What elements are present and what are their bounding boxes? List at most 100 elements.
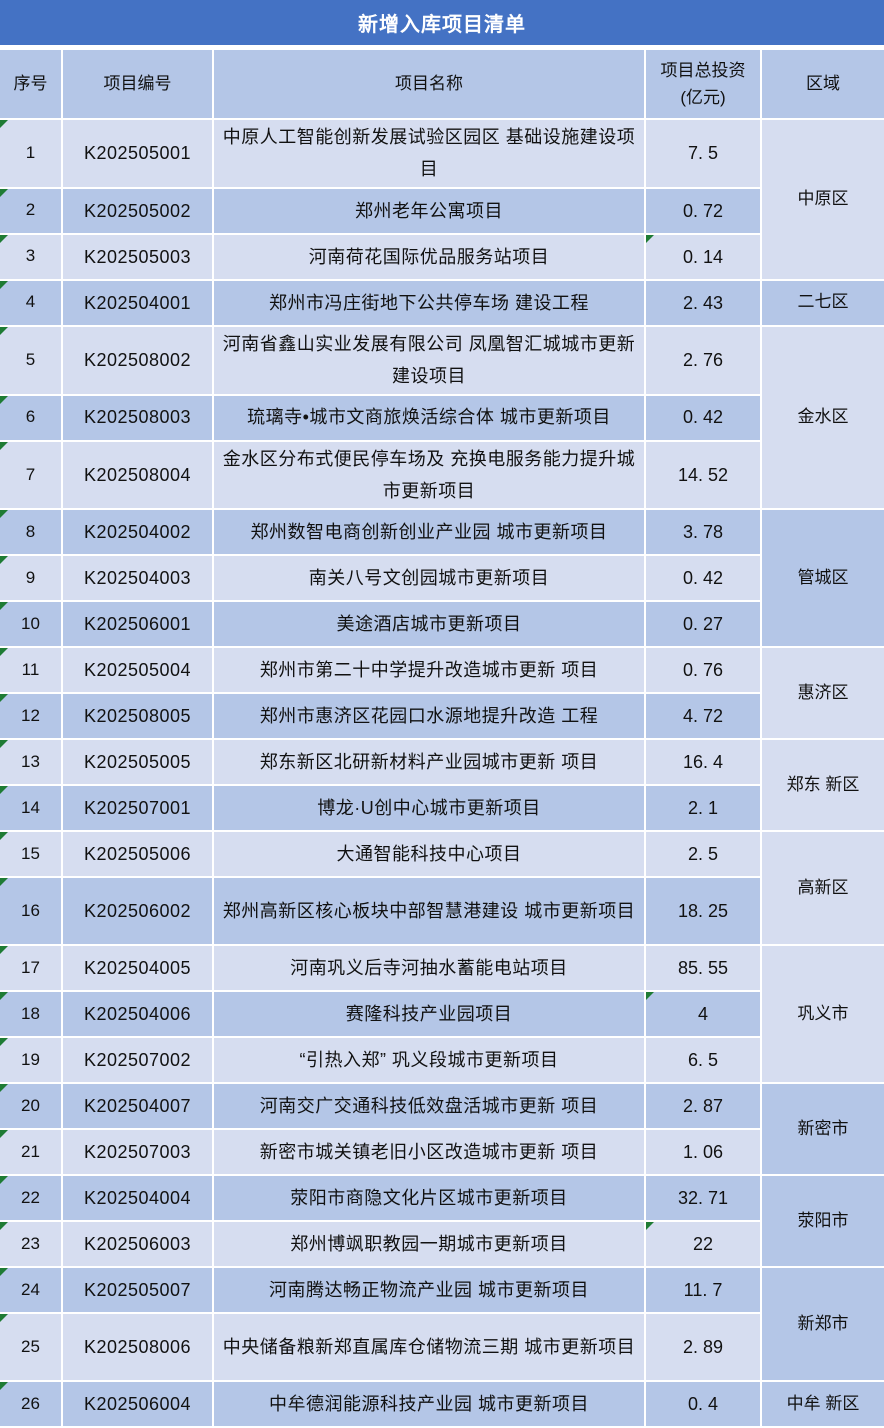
table-row: 5 K202508002 河南省鑫山实业发展有限公司 凤凰智汇城城市更新建设项目 2.… (0, 324, 884, 511)
project-code-cell: K202505007 (61, 1266, 214, 1315)
serial-cell: 8 (0, 508, 63, 557)
serial-cell: 14 (0, 784, 63, 833)
table-row: 23 K202506003 郑州博飒职教园一期城市更新项目 22 (0, 1220, 884, 1269)
project-code-cell: K202504007 (61, 1082, 214, 1131)
table-row: 10 K202506001 美途酒店城市更新项目 0. 27 (0, 600, 884, 649)
project-code-cell: K202507001 (61, 784, 214, 833)
error-indicator-icon (0, 787, 8, 795)
investment-cell: 4. 72 (644, 692, 761, 741)
project-name-cell: 郑州市冯庄街地下公共停车场 建设工程 (212, 278, 646, 327)
error-indicator-icon (0, 695, 8, 703)
investment-cell: 6. 5 (644, 1036, 761, 1085)
investment-cell: 0. 72 (644, 186, 761, 235)
project-code-cell: K202507003 (61, 1128, 214, 1177)
project-code-cell: K202504001 (61, 278, 214, 327)
table-row: 21 K202507003 新密市城关镇老旧小区改造城市更新 项目 1. 06 (0, 1128, 884, 1177)
region-cell: 惠济区 (760, 646, 884, 741)
investment-cell: 0. 76 (644, 646, 762, 695)
project-name-cell: 美途酒店城市更新项目 (212, 600, 646, 649)
error-indicator-icon (0, 947, 8, 955)
region-cell: 金水区 (760, 324, 884, 511)
project-name-cell: 郑州老年公寓项目 (212, 186, 646, 235)
project-code-cell: K202508003 (61, 393, 214, 442)
project-code-cell: K202506003 (61, 1220, 214, 1269)
investment-cell: 2. 5 (644, 830, 762, 879)
investment-cell: 85. 55 (644, 944, 762, 993)
investment-cell: 2. 87 (644, 1082, 762, 1131)
error-indicator-icon (0, 1085, 8, 1093)
project-name-cell: 郑州数智电商创新创业产业园 城市更新项目 (212, 508, 646, 557)
table-row: 19 K202507002 “引热入郑” 巩义段城市更新项目 6. 5 (0, 1036, 884, 1085)
project-code-cell: K202505001 (61, 118, 214, 189)
project-name-cell: 新密市城关镇老旧小区改造城市更新 项目 (212, 1128, 646, 1177)
error-indicator-icon (0, 1177, 8, 1185)
table-row: 17 K202504005 河南巩义后寺河抽水蓄能电站项目 85. 55 巩义市 (0, 944, 884, 1085)
project-name-cell: 中原人工智能创新发展试验区园区 基础设施建设项目 (212, 118, 646, 189)
error-indicator-icon (0, 1131, 8, 1139)
serial-cell: 26 (0, 1380, 63, 1428)
project-code-cell: K202506004 (61, 1380, 214, 1428)
project-name-cell: 河南交广交通科技低效盘活城市更新 项目 (212, 1082, 646, 1131)
error-indicator-icon (0, 879, 8, 887)
region-cell: 二七区 (760, 278, 884, 327)
error-indicator-icon (0, 442, 8, 450)
serial-cell: 7 (0, 439, 63, 511)
table-row: 4 K202504001 郑州市冯庄街地下公共停车场 建设工程 2. 43 二七区 (0, 278, 884, 327)
serial-cell: 4 (0, 278, 63, 327)
error-indicator-icon (0, 1223, 8, 1231)
project-code-cell: K202508006 (61, 1312, 214, 1383)
project-name-cell: 金水区分布式便民停车场及 充换电服务能力提升城市更新项目 (212, 439, 646, 511)
project-code-cell: K202507002 (61, 1036, 214, 1085)
error-indicator-icon (0, 649, 8, 657)
serial-cell: 23 (0, 1220, 63, 1269)
project-code-cell: K202505002 (61, 186, 214, 235)
serial-cell: 22 (0, 1174, 63, 1223)
project-code-cell: K202508004 (61, 439, 214, 511)
project-code-cell: K202505005 (61, 738, 214, 787)
error-indicator-icon (0, 993, 8, 1001)
investment-cell: 2. 89 (644, 1312, 761, 1383)
table-row: 18 K202504006 赛隆科技产业园项目 4 (0, 990, 884, 1039)
serial-cell: 11 (0, 646, 63, 695)
region-cell: 中牟 新区 (760, 1380, 884, 1428)
project-code-cell: K202504003 (61, 554, 214, 603)
project-name-cell: “引热入郑” 巩义段城市更新项目 (212, 1036, 646, 1085)
table-row: 16 K202506002 郑州高新区核心板块中部智慧港建设 城市更新项目 18. 2… (0, 876, 884, 947)
project-code-cell: K202505006 (61, 830, 214, 879)
investment-cell: 32. 71 (644, 1174, 762, 1223)
serial-cell: 18 (0, 990, 63, 1039)
region-cell: 高新区 (760, 830, 884, 947)
error-indicator-icon (0, 1269, 8, 1277)
project-code-cell: K202508002 (61, 324, 214, 396)
table-row: 8 K202504002 郑州数智电商创新创业产业园 城市更新项目 3. 78 管城区 (0, 508, 884, 649)
header-investment: 项目总投资(亿元) (644, 48, 762, 120)
table-row: 2 K202505002 郑州老年公寓项目 0. 72 (0, 186, 884, 235)
table-row: 6 K202508003 琉璃寺•城市文商旅焕活综合体 城市更新项目 0. 42 (0, 393, 884, 442)
project-code-cell: K202504006 (61, 990, 214, 1039)
region-cell: 郑东 新区 (760, 738, 884, 833)
table-row: 24 K202505007 河南腾达畅正物流产业园 城市更新项目 11. 7 新郑市 (0, 1266, 884, 1383)
error-indicator-icon (0, 511, 8, 519)
serial-cell: 16 (0, 876, 63, 947)
investment-cell: 22 (644, 1220, 761, 1269)
investment-cell: 0. 27 (644, 600, 761, 649)
project-code-cell: K202504004 (61, 1174, 214, 1223)
table-row: 13 K202505005 郑东新区北研新材料产业园城市更新 项目 16. 4 郑东 新… (0, 738, 884, 833)
project-code-cell: K202508005 (61, 692, 214, 741)
table-row: 11 K202505004 郑州市第二十中学提升改造城市更新 项目 0. 76 惠济区 (0, 646, 884, 741)
project-code-cell: K202506002 (61, 876, 214, 947)
project-name-cell: 郑州博飒职教园一期城市更新项目 (212, 1220, 646, 1269)
table-row: 7 K202508004 金水区分布式便民停车场及 充换电服务能力提升城市更新项目 1… (0, 439, 884, 511)
region-cell: 新郑市 (760, 1266, 884, 1383)
serial-cell: 10 (0, 600, 63, 649)
serial-cell: 21 (0, 1128, 63, 1177)
region-cell: 中原区 (760, 118, 884, 281)
header-code: 项目编号 (61, 48, 214, 120)
error-indicator-icon (0, 1315, 8, 1323)
error-indicator-icon (0, 603, 8, 611)
error-indicator-icon (0, 1383, 8, 1391)
project-name-cell: 河南省鑫山实业发展有限公司 凤凰智汇城城市更新建设项目 (212, 324, 646, 396)
project-name-cell: 郑州市第二十中学提升改造城市更新 项目 (212, 646, 646, 695)
